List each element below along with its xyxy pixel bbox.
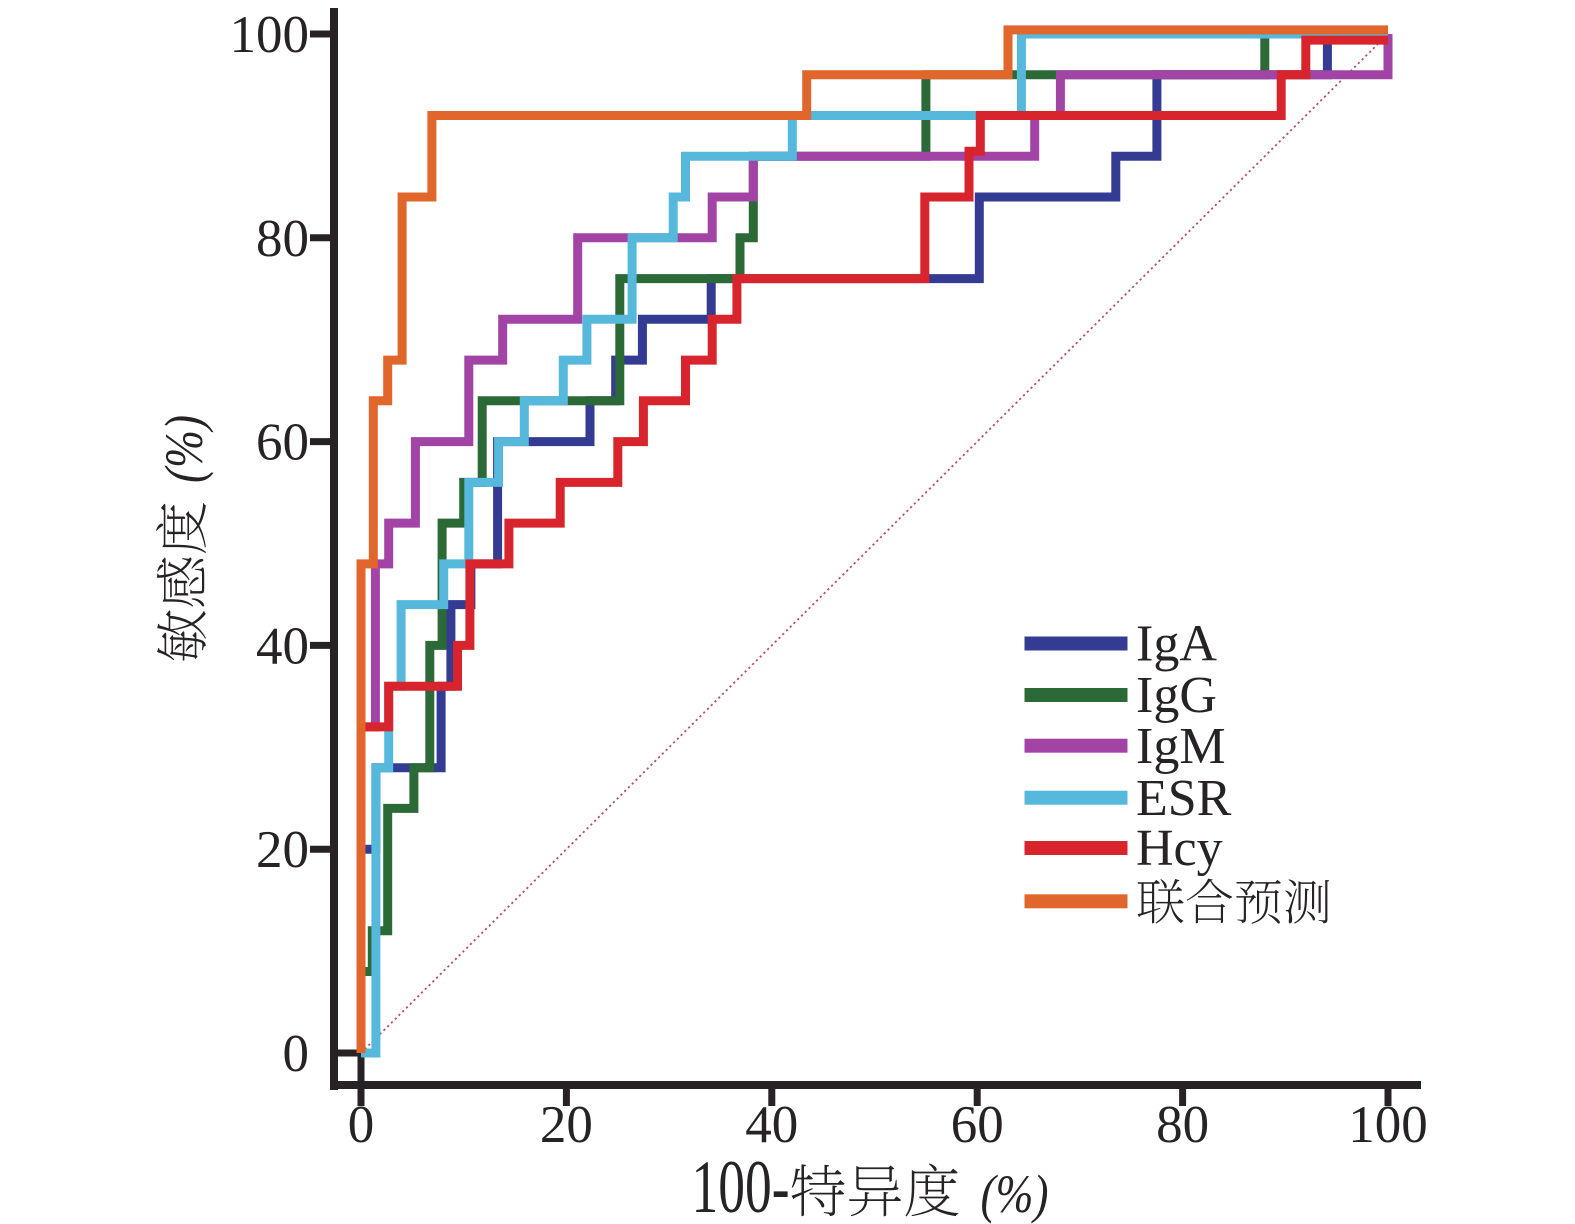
y-axis-label-glyph	[157, 610, 206, 661]
legend-item-ESR: ESR	[1024, 770, 1232, 827]
x-tick-label: 0	[348, 1096, 375, 1154]
axis-labels: 100- (%) (%)	[154, 415, 1049, 1224]
x-tick-label: 40	[745, 1096, 798, 1154]
legend-item-IgM: IgM	[1024, 718, 1226, 775]
legend-swatch	[1024, 894, 1128, 909]
roc-curve-Hcy	[356, 35, 1388, 1053]
y-axis-label-text: (%)	[154, 415, 214, 483]
reference-diagonal	[360, 33, 1389, 1054]
y-tick-label: 100	[230, 6, 310, 64]
x-tick-label: 80	[1156, 1096, 1209, 1154]
y-axis-label-glyph	[156, 557, 205, 607]
legend-label: Hcy	[1136, 820, 1223, 877]
y-axis-label-glyph	[156, 502, 207, 554]
x-axis-label: 100- (%)	[692, 1146, 1049, 1224]
x-axis-label-glyph	[905, 1163, 959, 1217]
y-tick-label: 60	[256, 414, 309, 472]
legend-swatch	[1024, 636, 1128, 651]
x-axis-label-text: 100-	[692, 1146, 790, 1224]
legend-swatch	[1024, 688, 1128, 702]
legend-item-IgA: IgA	[1024, 616, 1217, 673]
axes	[310, 8, 1421, 1106]
legend-label: IgM	[1136, 718, 1226, 775]
y-tick-label: 0	[283, 1025, 310, 1083]
legend-label: IgG	[1136, 667, 1217, 724]
x-axis-label-text: (%)	[981, 1164, 1049, 1224]
x-tick-label: 20	[540, 1096, 593, 1154]
legend-item-IgG: IgG	[1024, 667, 1217, 724]
legend-swatch	[1024, 841, 1128, 855]
legend-swatch	[1024, 790, 1128, 805]
legend-label-glyph	[1285, 879, 1330, 924]
legend-item-combined	[1024, 878, 1330, 924]
legend-label	[1137, 878, 1330, 924]
x-axis-label-glyph	[791, 1164, 845, 1217]
legend-label-glyph	[1137, 879, 1184, 924]
y-axis-label: (%)	[154, 415, 214, 661]
x-axis-label-glyph	[849, 1165, 902, 1217]
y-tick-label: 20	[256, 821, 309, 879]
legend-label-glyph	[1236, 879, 1281, 924]
legend-swatch	[1024, 738, 1128, 753]
diagonal-reference-line	[360, 33, 1389, 1054]
legend-label: ESR	[1136, 770, 1232, 827]
legend-item-Hcy: Hcy	[1024, 820, 1223, 877]
y-tick-label: 40	[256, 617, 309, 675]
legend-label-glyph	[1186, 878, 1233, 924]
y-tick-label: 80	[256, 210, 309, 268]
roc-curves	[356, 25, 1393, 1058]
roc-curve-combined	[356, 25, 1388, 1053]
legend-label: IgA	[1136, 616, 1217, 673]
tick-labels: 0 20 40 60 80 100 0 20 40 60 80 100	[230, 6, 1428, 1154]
x-tick-label: 100	[1348, 1096, 1428, 1154]
x-tick-label: 60	[951, 1096, 1004, 1154]
